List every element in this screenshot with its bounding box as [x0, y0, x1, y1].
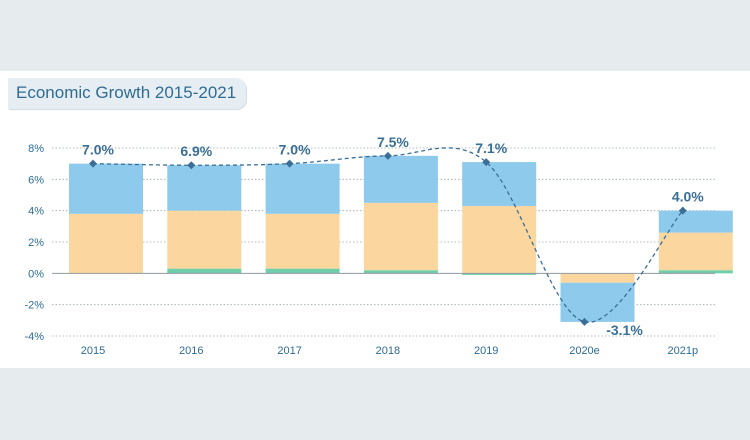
bar-segment	[363, 270, 438, 274]
total-marker	[187, 161, 196, 170]
x-tick-label: 2019	[474, 345, 498, 357]
data-label: 4.0%	[672, 189, 704, 205]
bar-segment	[167, 165, 242, 211]
x-tick-label: 2018	[376, 345, 400, 357]
x-tick-label: 2020e	[569, 345, 600, 357]
data-label: 7.0%	[279, 142, 311, 158]
y-tick-label: 2%	[28, 237, 44, 249]
total-growth-line	[92, 147, 684, 323]
data-label: -3.1%	[606, 322, 643, 338]
bar-segment	[462, 162, 537, 206]
chart-card: Economic Growth 2015-2021 8% 6% 4% 2% 0% -2% -…	[0, 71, 750, 368]
bar-segment	[560, 273, 635, 283]
bar-segment	[265, 213, 340, 269]
bar-segment	[69, 163, 143, 214]
x-tick-label: 2015	[81, 345, 105, 357]
y-tick-label: 8%	[28, 143, 44, 155]
total-marker	[580, 317, 589, 326]
chart-title: Economic Growth 2015-2021	[8, 78, 247, 109]
bar-segment	[658, 232, 733, 271]
bar-segment	[265, 163, 340, 214]
total-marker	[678, 206, 687, 215]
total-marker	[285, 159, 294, 168]
bar-segment	[560, 282, 635, 322]
bar-segment	[167, 210, 242, 269]
bar-segment	[658, 270, 733, 274]
y-tick-label: 0%	[28, 268, 44, 280]
x-tick-label: 2017	[277, 345, 301, 357]
bar-segment	[363, 202, 438, 271]
y-tick-label: 4%	[28, 206, 44, 218]
y-tick-label: -4%	[24, 331, 44, 343]
x-tick-label: 2016	[179, 345, 203, 357]
bar-segment	[265, 268, 340, 274]
bar-segment	[363, 155, 438, 203]
y-tick-label: -2%	[24, 300, 44, 312]
y-tick-label: 6%	[28, 174, 44, 186]
bar-segment	[462, 205, 537, 274]
bar-segment	[69, 213, 143, 274]
total-marker	[89, 159, 97, 168]
data-label: 7.1%	[475, 140, 507, 156]
data-label: 6.9%	[180, 143, 212, 159]
growth-chart: 8% 6% 4% 2% 0% -2% -4% 7.0% 6.9% 7.0% 7.5% 7.1% -3.1…	[24, 134, 733, 357]
bar-segment	[658, 210, 733, 233]
bar-segment	[167, 268, 242, 274]
total-marker	[482, 158, 491, 167]
data-label: 7.0%	[82, 142, 114, 158]
x-tick-label: 2021p	[668, 345, 699, 357]
bar-segment	[462, 273, 537, 275]
total-marker	[383, 151, 392, 160]
data-label: 7.5%	[377, 134, 409, 150]
